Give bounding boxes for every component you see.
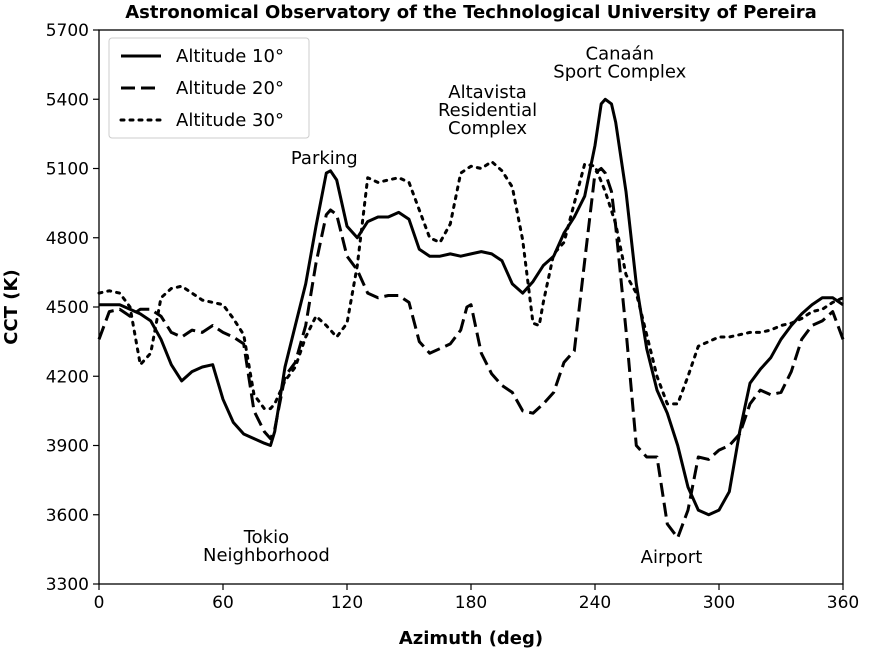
y-axis: 3300 3600 3900 4200 4500 4800 5100 5400 5700 bbox=[46, 21, 99, 595]
y-tick-label: 3300 bbox=[46, 575, 89, 595]
y-tick-label: 4500 bbox=[46, 298, 89, 318]
legend-frame bbox=[108, 37, 310, 139]
series-line-altitude-20 bbox=[97, 167, 845, 540]
legend: Altitude 10° Altitude 20° Altitude 30° bbox=[108, 37, 310, 139]
annotation-label: Neighborhood bbox=[203, 545, 330, 566]
annotation-label: Canaán bbox=[586, 43, 654, 64]
annotation-label: Complex bbox=[448, 118, 527, 139]
series-line-altitude-10 bbox=[99, 97, 844, 517]
x-tick-label: 60 bbox=[212, 593, 234, 613]
y-tick-label: 5700 bbox=[46, 21, 89, 41]
y-tick-label: 5100 bbox=[46, 160, 89, 180]
series-line-altitude-30 bbox=[97, 160, 845, 411]
legend-label: Altitude 30° bbox=[176, 110, 284, 131]
y-tick-label: 4200 bbox=[46, 367, 89, 387]
x-tick-label: 360 bbox=[827, 593, 859, 613]
y-tick-label: 5400 bbox=[46, 90, 89, 110]
annotation-label: Sport Complex bbox=[553, 61, 686, 82]
x-tick-label: 0 bbox=[94, 593, 105, 613]
annotation-label: Parking bbox=[291, 148, 358, 169]
x-axis-label: Azimuth (deg) bbox=[399, 628, 543, 649]
x-tick-label: 240 bbox=[579, 593, 611, 613]
x-tick-label: 180 bbox=[455, 593, 487, 613]
x-tick-label: 300 bbox=[703, 593, 735, 613]
x-tick-label: 120 bbox=[331, 593, 363, 613]
annotation-label: Residential bbox=[438, 100, 537, 121]
legend-label: Altitude 20° bbox=[176, 78, 284, 99]
annotation-label: Altavista bbox=[448, 82, 527, 103]
annotation-label: Airport bbox=[641, 547, 703, 568]
series-layer bbox=[97, 97, 845, 540]
x-axis: 0 60 120 180 240 300 360 bbox=[94, 584, 859, 613]
y-tick-label: 4800 bbox=[46, 229, 89, 249]
y-axis-label: CCT (K) bbox=[1, 269, 22, 344]
annotation-label: Tokio bbox=[243, 527, 289, 548]
y-tick-label: 3900 bbox=[46, 437, 89, 457]
chart-title: Astronomical Observatory of the Technolo… bbox=[125, 2, 817, 23]
y-tick-label: 3600 bbox=[46, 506, 89, 526]
legend-label: Altitude 10° bbox=[176, 46, 284, 67]
